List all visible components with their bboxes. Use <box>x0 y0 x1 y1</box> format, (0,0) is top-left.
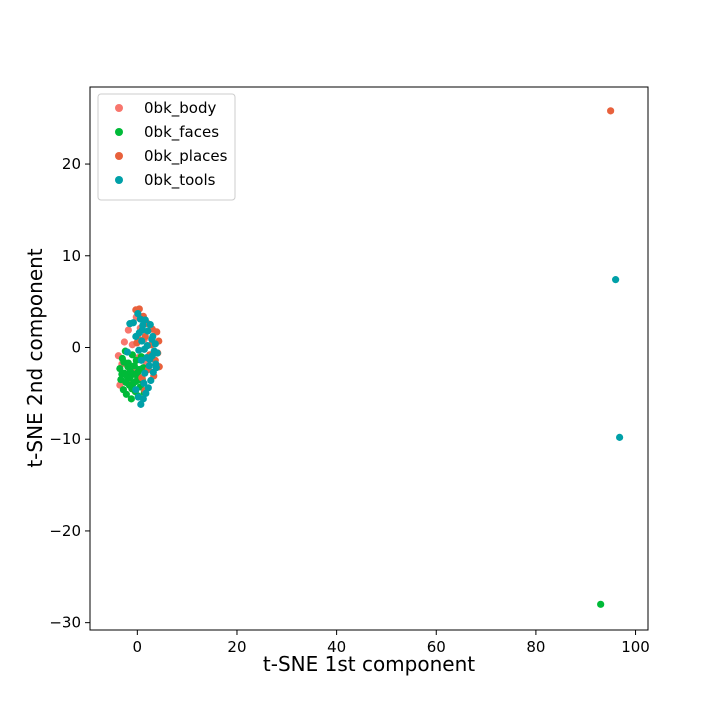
legend-marker-0bk_tools <box>115 176 123 184</box>
data-point-0bk_tools <box>140 379 148 387</box>
y-tick-label: −30 <box>49 614 81 632</box>
data-point-0bk_tools <box>146 320 154 329</box>
data-point-0bk_tools <box>129 319 137 327</box>
data-point-0bk_faces <box>132 356 140 364</box>
legend-label-0bk_body: 0bk_body <box>144 99 216 118</box>
legend-marker-0bk_body <box>115 104 123 112</box>
x-axis-title: t-SNE 1st component <box>263 652 475 676</box>
data-point-0bk_faces <box>130 362 138 370</box>
data-point-0bk_tools <box>132 386 140 394</box>
legend: 0bk_body 0bk_faces 0bk_places 0bk_tools <box>97 93 236 201</box>
data-point-0bk_faces <box>597 600 605 608</box>
legend-marker-0bk_faces <box>115 128 123 136</box>
data-point-0bk_faces <box>134 368 142 376</box>
x-tick-label: 0 <box>133 638 143 656</box>
data-point-0bk_faces <box>116 364 124 373</box>
data-point-0bk_tools <box>134 309 142 318</box>
x-tick-label: 80 <box>526 638 545 656</box>
data-point-0bk_tools <box>148 335 156 343</box>
data-point-0bk_tools <box>142 389 150 397</box>
x-tick-label: 100 <box>621 638 650 656</box>
y-tick-label: 20 <box>62 155 81 173</box>
data-point-0bk_tools <box>147 376 155 385</box>
data-point-0bk_faces <box>127 395 135 403</box>
data-point-0bk_body <box>120 338 128 346</box>
data-point-0bk_faces <box>122 390 130 398</box>
points-layer <box>114 107 624 608</box>
data-point-0bk_tools <box>152 364 160 372</box>
data-point-0bk_tools <box>137 356 145 364</box>
data-point-0bk_tools <box>132 332 140 341</box>
data-point-0bk_tools <box>144 327 152 335</box>
data-point-0bk_tools <box>134 393 142 401</box>
data-point-0bk_tools <box>141 316 149 324</box>
x-tick-label: 40 <box>327 638 346 656</box>
legend-marker-0bk_places <box>115 152 123 160</box>
data-point-0bk_tools <box>138 326 146 334</box>
x-tick-label: 60 <box>427 638 446 656</box>
data-point-0bk_tools <box>138 337 146 345</box>
data-point-0bk_faces <box>124 363 132 371</box>
data-point-0bk_tools <box>145 362 153 370</box>
y-tick-label: −10 <box>49 430 81 448</box>
legend-label-0bk_tools: 0bk_tools <box>144 171 216 190</box>
data-point-0bk_tools <box>143 342 151 350</box>
plot-frame <box>89 86 649 631</box>
data-point-0bk_tools <box>612 276 620 284</box>
data-point-0bk_places <box>607 107 615 115</box>
data-point-0bk_tools <box>137 400 145 408</box>
data-point-0bk_faces <box>118 370 126 378</box>
data-point-0bk_body <box>124 326 132 334</box>
data-point-0bk_tools <box>148 352 156 360</box>
ticks-layer: 0 20 40 60 80 100 −30 −20 −10 0 10 20 <box>49 155 650 656</box>
data-point-0bk_tools <box>135 346 143 354</box>
data-point-0bk_tools <box>141 369 149 377</box>
y-axis-title: t-SNE 2nd component <box>23 248 47 467</box>
legend-box <box>97 93 236 201</box>
legend-label-0bk_places: 0bk_places <box>144 147 228 166</box>
y-tick-label: 10 <box>62 247 81 265</box>
data-point-0bk_tools <box>123 348 131 356</box>
data-point-0bk_tools <box>616 433 624 441</box>
y-tick-label: −20 <box>49 522 81 540</box>
legend-label-0bk_faces: 0bk_faces <box>144 123 219 142</box>
data-point-0bk_tools <box>144 384 152 392</box>
x-tick-label: 20 <box>227 638 246 656</box>
y-tick-label: 0 <box>71 338 81 356</box>
